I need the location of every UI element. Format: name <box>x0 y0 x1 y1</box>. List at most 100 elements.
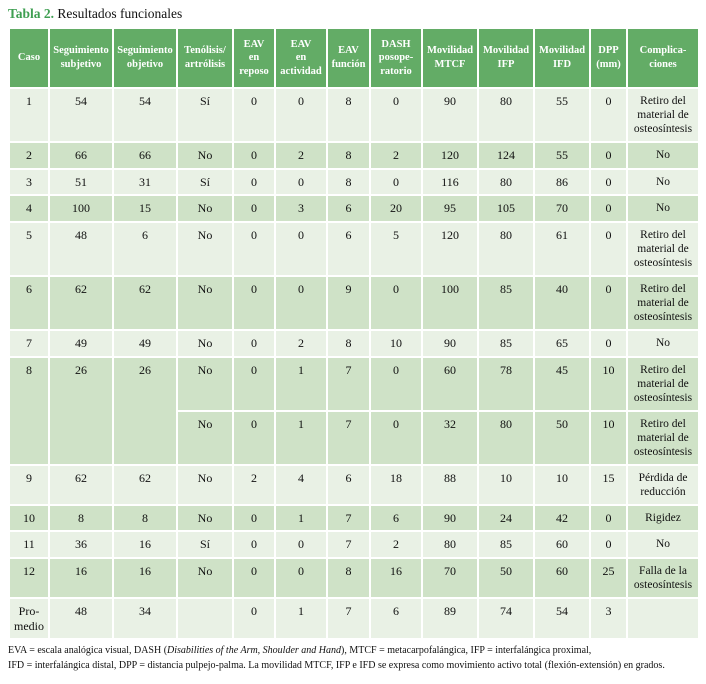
value-cell: 0 <box>232 503 276 533</box>
column-header: Caso <box>8 27 50 89</box>
value-cell: 50 <box>477 557 535 600</box>
value-cell: 1 <box>274 409 328 466</box>
value-cell: 15 <box>112 194 178 223</box>
value-cell: 8 <box>326 329 371 358</box>
value-cell: 0 <box>369 355 423 412</box>
value-cell: 54 <box>48 86 114 144</box>
complication-cell: Retiro del material de osteosíntesis <box>626 355 700 412</box>
value-cell: 60 <box>421 355 479 412</box>
value-cell: 45 <box>533 355 591 412</box>
results-table: Caso Seguimiento subjetivo Seguimiento obj… <box>8 27 700 641</box>
case-cell: 11 <box>8 530 50 560</box>
value-cell: 24 <box>477 503 535 533</box>
value-cell: 7 <box>326 355 371 412</box>
table-row: 1 54 54 Sí 0 0 8 0 90 80 55 0 Retiro del material de… <box>8 86 700 144</box>
value-cell: 0 <box>589 329 628 358</box>
value-cell: 1 <box>274 597 328 641</box>
complication-cell: No <box>626 194 700 223</box>
value-cell: 62 <box>112 463 178 506</box>
value-cell: 6 <box>369 597 423 641</box>
value-cell: 0 <box>589 530 628 560</box>
value-cell: 18 <box>369 463 423 506</box>
value-cell: 16 <box>112 557 178 600</box>
value-cell: 55 <box>533 86 591 144</box>
value-cell: 7 <box>326 409 371 466</box>
column-header: DPP (mm) <box>589 27 628 89</box>
value-cell: No <box>176 329 234 358</box>
value-cell: 95 <box>421 194 479 223</box>
table-row: 4 100 15 No 0 3 6 20 95 105 70 0 No <box>8 194 700 223</box>
value-cell: 8 <box>326 86 371 144</box>
table-body: 1 54 54 Sí 0 0 8 0 90 80 55 0 Retiro del material de… <box>8 86 700 641</box>
column-header: DASH posope- ratorio <box>369 27 423 89</box>
footnote-italic-text: Disabilities of the Arm, Shoulder and Ha… <box>167 645 342 657</box>
value-cell: 1 <box>274 355 328 412</box>
case-cell: 2 <box>8 141 50 170</box>
value-cell: 2 <box>369 530 423 560</box>
value-cell: 89 <box>421 597 479 641</box>
value-cell: 26 <box>112 355 178 466</box>
value-cell: 8 <box>112 503 178 533</box>
value-cell: 62 <box>48 463 114 506</box>
complication-cell: No <box>626 141 700 170</box>
table-row: 10 8 8 No 0 1 7 6 90 24 42 0 Rigidez <box>8 503 700 533</box>
value-cell: 49 <box>112 329 178 358</box>
value-cell: 80 <box>477 167 535 197</box>
complication-cell: No <box>626 167 700 197</box>
value-cell: 86 <box>533 167 591 197</box>
value-cell: 90 <box>421 86 479 144</box>
value-cell: 32 <box>421 409 479 466</box>
footnote: EVA = escala analógica visual, DASH (Dis… <box>8 644 698 673</box>
value-cell: 0 <box>232 141 276 170</box>
value-cell: 25 <box>589 557 628 600</box>
value-cell: 0 <box>232 597 276 641</box>
footnote-text: ), MTCF = metacarpofalángica, IFP = inte… <box>341 645 592 657</box>
value-cell: No <box>176 141 234 170</box>
complication-cell <box>626 597 700 641</box>
value-cell: 0 <box>589 194 628 223</box>
column-header: EAV en actividad <box>274 27 328 89</box>
column-header: Movilidad IFP <box>477 27 535 89</box>
value-cell: 54 <box>112 86 178 144</box>
table-row: 3 51 31 Sí 0 0 8 0 116 80 86 0 No <box>8 167 700 197</box>
value-cell: No <box>176 194 234 223</box>
table-row: 2 66 66 No 0 2 8 2 120 124 55 0 No <box>8 141 700 170</box>
value-cell: 0 <box>274 167 328 197</box>
complication-cell: Pérdida de reducción <box>626 463 700 506</box>
value-cell: 0 <box>369 167 423 197</box>
table-row: 5 48 6 No 0 0 6 5 120 80 61 0 Retiro del material de… <box>8 220 700 277</box>
value-cell: 6 <box>326 463 371 506</box>
table-row: 12 16 16 No 0 0 8 16 70 50 60 25 Falla de la osteosí… <box>8 557 700 600</box>
value-cell: No <box>176 220 234 277</box>
value-cell: 70 <box>421 557 479 600</box>
case-cell: 3 <box>8 167 50 197</box>
value-cell: 3 <box>274 194 328 223</box>
value-cell: 6 <box>326 220 371 277</box>
value-cell: 2 <box>274 329 328 358</box>
value-cell: 0 <box>232 86 276 144</box>
footnote-text: EVA = escala analógica visual, DASH ( <box>8 645 168 657</box>
value-cell: 50 <box>533 409 591 466</box>
column-header: EAV función <box>326 27 371 89</box>
value-cell: 0 <box>274 557 328 600</box>
value-cell: 6 <box>369 503 423 533</box>
value-cell: 0 <box>589 503 628 533</box>
complication-cell: No <box>626 530 700 560</box>
case-cell: 1 <box>8 86 50 144</box>
value-cell: 1 <box>274 503 328 533</box>
value-cell: 40 <box>533 274 591 332</box>
table-title-label: Tabla 2. <box>8 6 55 21</box>
value-cell: 6 <box>326 194 371 223</box>
value-cell: 2 <box>369 141 423 170</box>
value-cell: 16 <box>369 557 423 600</box>
value-cell: 124 <box>477 141 535 170</box>
value-cell: 5 <box>369 220 423 277</box>
value-cell: 26 <box>48 355 114 466</box>
value-cell: 4 <box>274 463 328 506</box>
case-cell: Pro- medio <box>8 597 50 641</box>
value-cell: 100 <box>48 194 114 223</box>
value-cell: 0 <box>589 86 628 144</box>
value-cell: 80 <box>477 86 535 144</box>
case-cell: 12 <box>8 557 50 600</box>
value-cell: 66 <box>112 141 178 170</box>
